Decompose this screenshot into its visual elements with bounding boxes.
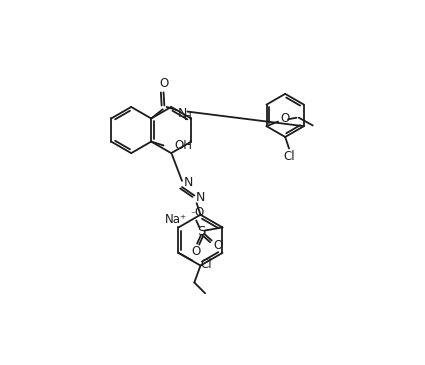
Text: O: O (280, 112, 289, 125)
Text: O: O (194, 206, 203, 219)
Text: N: N (177, 107, 187, 120)
Text: N: N (184, 176, 193, 189)
Text: Na⁺: Na⁺ (165, 213, 187, 226)
Text: N: N (196, 191, 205, 204)
Text: Cl: Cl (200, 258, 212, 271)
Text: H: H (184, 112, 192, 122)
Text: OH: OH (174, 139, 193, 152)
Text: O: O (213, 239, 223, 253)
Text: S: S (197, 225, 205, 238)
Text: ⁻: ⁻ (190, 210, 195, 220)
Text: Cl: Cl (283, 150, 295, 164)
Text: O: O (191, 245, 200, 258)
Text: O: O (159, 77, 168, 91)
